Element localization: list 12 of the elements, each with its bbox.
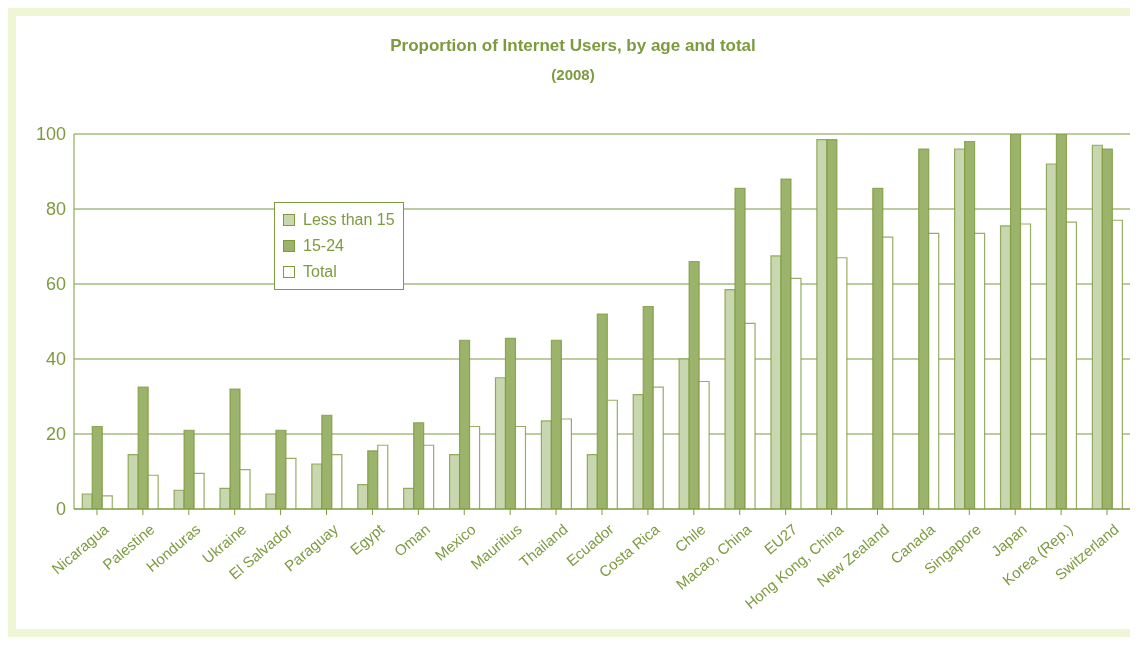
y-tick-label: 60 [45,274,66,295]
x-tick-label: Chile [671,520,709,556]
chart-title: Proportion of Internet Users, by age and total [389,36,757,56]
y-tick-label: 0 [55,499,66,520]
legend-label: Total [303,262,337,282]
chart-subtitle: (2008) [550,66,596,83]
y-tick-label: 20 [45,424,66,445]
y-tick-label: 80 [45,199,66,220]
y-tick-label: 40 [45,349,66,370]
legend-label: 15-24 [303,236,344,256]
y-tick-label: 100 [35,124,66,145]
legend-label: Less than 15 [303,210,395,230]
